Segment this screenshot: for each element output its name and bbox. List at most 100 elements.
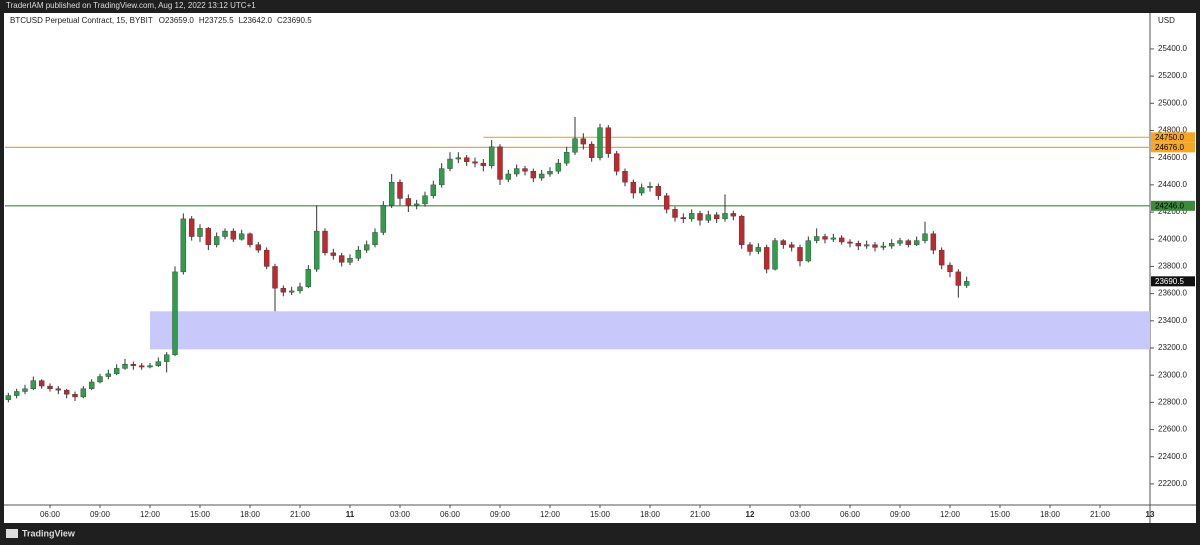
candle-body [830,237,837,240]
candle-body [205,228,212,245]
candle-body [188,218,195,237]
candle-body [422,195,428,205]
candle-body [280,287,287,293]
y-tick-label: 22200.0 [1158,479,1187,488]
candle-body [297,286,303,292]
candle-body [447,158,453,169]
candle-body [705,214,712,221]
price-level-label: 24750.0 [1155,133,1184,142]
candle-body [338,255,345,263]
y-tick-label: 25400.0 [1158,44,1187,53]
candle-body [780,240,787,245]
currency: USD [1158,16,1175,25]
candle-body [497,146,503,180]
x-tick-label: 12:00 [140,510,161,519]
ohlc-value: O23659.0 [159,16,195,25]
candle-body [88,381,95,389]
candle-body [313,230,320,270]
candle-body [455,157,462,160]
candle-body [763,247,770,270]
candle-body [888,243,895,247]
y-tick-label: 24000.0 [1158,234,1187,243]
y-tick-label: 24600.0 [1158,153,1187,162]
candle-body [555,162,562,172]
price-level-label: 24246.0 [1155,201,1184,210]
x-tick-label: 09:00 [490,510,511,519]
candle-body [147,365,153,368]
candle-body [347,258,353,263]
candle-body [905,240,912,245]
candle-body [80,388,87,398]
candle-body [755,247,762,252]
candle-body [963,281,970,286]
candle-body [13,391,20,396]
candle-body [863,244,870,247]
candle-body [572,138,578,153]
ohlc-value: H23725.5 [199,16,234,25]
candle-body [847,241,853,244]
candle-body [180,218,187,273]
candle-body [480,162,487,167]
candle-body [722,213,728,220]
x-tick-label: 13 [1146,510,1155,519]
candle-body [655,186,662,196]
candle-body [697,213,703,221]
logo-mark [6,529,18,538]
x-tick-label: 12 [746,510,755,519]
y-tick-label: 24200.0 [1158,207,1187,216]
candle-body [30,380,37,389]
candle-body [822,236,828,240]
candle-body [238,233,245,240]
x-tick-label: 06:00 [40,510,61,519]
candle-body [130,364,137,366]
x-tick-label: 21:00 [290,510,311,519]
x-tick-label: 12:00 [940,510,961,519]
x-tick-label: 12:00 [540,510,561,519]
candle-body [63,389,70,395]
candle-body [588,143,595,158]
candle-body [688,213,695,220]
y-tick-label: 22400.0 [1158,452,1187,461]
candle-body [272,266,278,289]
x-tick-label: 03:00 [790,510,811,519]
y-tick-label: 25200.0 [1158,71,1187,80]
candle-body [947,264,953,273]
candle-body [222,230,228,237]
candle-body [488,146,495,167]
candle-body [155,361,162,366]
price-level-tag [1151,132,1195,143]
candle-body [380,205,387,233]
candle-body [288,290,295,293]
candle-body [788,244,795,248]
publish-info: TraderIAM published on TradingView.com, … [6,1,256,10]
chart-panel [4,13,1196,523]
y-tick-label: 23400.0 [1158,316,1187,325]
demand-zone [150,311,1150,350]
candle-body [630,181,637,194]
candle-body [663,195,670,210]
candle-body [172,271,178,355]
candle-body [872,244,878,248]
candle-body [322,230,328,254]
candle-body [813,236,820,241]
candle-body [105,373,112,377]
price-level-tag [1151,142,1195,153]
y-tick-label: 23800.0 [1158,262,1187,271]
candle-body [213,236,220,245]
x-tick-label: 18:00 [240,510,261,519]
plot [5,116,1150,403]
candle-body [197,228,203,237]
candle-body [580,138,587,145]
candle-body [522,168,528,172]
candle-body [305,268,312,288]
x-tick-label: 03:00 [390,510,411,519]
x-tick-label: 15:00 [590,510,611,519]
candle-body [397,181,403,199]
last-price-tag [1151,276,1195,287]
x-tick-label: 09:00 [90,510,111,519]
y-tick-label: 22800.0 [1158,397,1187,406]
candle-body [472,161,478,164]
candle-body [372,232,378,245]
y-tick-label: 24800.0 [1158,126,1187,135]
